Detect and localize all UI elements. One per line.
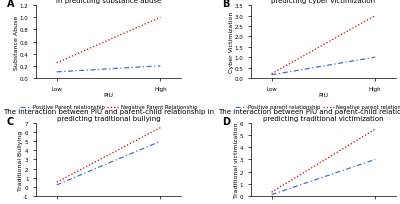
Negative Parent Relationship [54, 62, 59, 65]
Text: B: B [222, 0, 229, 9]
Positive Parent relationship [158, 65, 163, 68]
Y-axis label: Substance Abuse: Substance Abuse [14, 15, 19, 69]
Y-axis label: Traditional Bullying: Traditional Bullying [18, 130, 22, 190]
Legend: Positive parent relationship, Negative parent relationship: Positive parent relationship, Negative p… [233, 103, 400, 112]
Positive Parent relationship [54, 184, 59, 186]
Y-axis label: Traditional victimization: Traditional victimization [234, 122, 240, 197]
Y-axis label: Cyber Victimization: Cyber Victimization [229, 12, 234, 73]
Negative parent relationship [269, 73, 274, 76]
Line: Positive parent relationship: Positive parent relationship [272, 58, 375, 75]
Legend: Positive Parent relationship, Negative Parent Relationship: Positive Parent relationship, Negative P… [18, 103, 199, 112]
Text: A: A [7, 0, 14, 9]
Negative Parent Relationship [158, 127, 163, 129]
Positive Parent relationship [269, 193, 274, 196]
Positive Parent relationship [158, 140, 163, 143]
Title: The interaction between PIU and child-parent relationship
in predicting substanc: The interaction between PIU and child-pa… [7, 0, 210, 4]
Line: Negative Parent Relationship: Negative Parent Relationship [57, 18, 160, 63]
Positive parent relationship [269, 74, 274, 77]
X-axis label: PIU: PIU [318, 92, 328, 98]
Title: The interaction between PIU and child-parent relationship in
predicting cyber vi: The interaction between PIU and child-pa… [218, 0, 400, 4]
Title: The interaction between PIU and parent-child relationship in
predicting traditio: The interaction between PIU and parent-c… [3, 109, 214, 122]
Positive Parent relationship [373, 159, 378, 161]
Text: D: D [222, 116, 230, 126]
Line: Positive Parent relationship: Positive Parent relationship [57, 142, 160, 185]
Title: The interaction between PIU and parent-child relationship in
predicting traditio: The interaction between PIU and parent-c… [218, 109, 400, 122]
Positive Parent relationship [54, 71, 59, 74]
Line: Negative parent relationship: Negative parent relationship [272, 17, 375, 74]
Line: Positive Parent relationship: Positive Parent relationship [57, 67, 160, 72]
Line: Positive Parent relationship: Positive Parent relationship [272, 160, 375, 195]
Text: C: C [7, 116, 14, 126]
Negative Parent Relationship [158, 17, 163, 19]
Negative parent relationship [373, 15, 378, 18]
X-axis label: PIU: PIU [104, 92, 114, 98]
Negative Parent Relationship [54, 181, 59, 183]
Positive parent relationship [373, 57, 378, 59]
Line: Negative Parent Relationship: Negative Parent Relationship [57, 128, 160, 182]
